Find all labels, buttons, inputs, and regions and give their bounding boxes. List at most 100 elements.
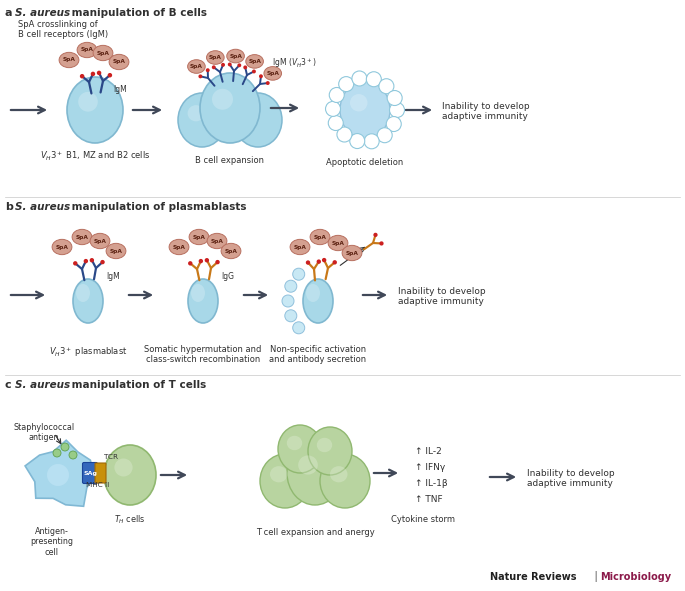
Circle shape: [90, 72, 95, 76]
Ellipse shape: [287, 441, 343, 505]
Text: SpA: SpA: [97, 50, 110, 56]
Circle shape: [292, 268, 305, 280]
Text: Non-specific activation
and antibody secretion: Non-specific activation and antibody sec…: [269, 345, 366, 365]
Ellipse shape: [104, 445, 156, 505]
Text: manipulation of T cells: manipulation of T cells: [68, 380, 206, 390]
Ellipse shape: [47, 464, 69, 486]
Circle shape: [97, 71, 101, 75]
Text: $V_H3^+$ B1, MZ and B2 cells: $V_H3^+$ B1, MZ and B2 cells: [40, 150, 150, 163]
Circle shape: [90, 258, 94, 262]
Text: S. aureus: S. aureus: [15, 380, 70, 390]
Text: SpA crosslinking of
B cell receptors (IgM): SpA crosslinking of B cell receptors (Ig…: [18, 20, 108, 40]
Circle shape: [390, 102, 405, 118]
Text: SpA: SpA: [332, 241, 345, 245]
Ellipse shape: [114, 459, 133, 476]
Text: Antigen-
presenting
cell: Antigen- presenting cell: [31, 527, 73, 557]
Circle shape: [266, 81, 270, 85]
Polygon shape: [25, 440, 94, 506]
Text: Inability to develop
adaptive immunity: Inability to develop adaptive immunity: [398, 287, 486, 306]
Text: SpA: SpA: [294, 245, 306, 249]
Ellipse shape: [200, 73, 260, 143]
Ellipse shape: [320, 454, 370, 508]
Text: B cell expansion: B cell expansion: [195, 156, 264, 165]
Ellipse shape: [278, 425, 322, 473]
Ellipse shape: [106, 243, 126, 259]
Circle shape: [292, 322, 305, 334]
Ellipse shape: [52, 239, 72, 255]
Text: IgM ($V_H3^+$): IgM ($V_H3^+$): [272, 56, 316, 70]
Ellipse shape: [350, 94, 367, 112]
Text: SpA: SpA: [314, 235, 327, 239]
Ellipse shape: [77, 43, 97, 58]
Text: ↑ IL-1β: ↑ IL-1β: [415, 479, 447, 488]
Circle shape: [243, 66, 247, 69]
Ellipse shape: [316, 438, 332, 452]
Text: Inability to develop
adaptive immunity: Inability to develop adaptive immunity: [527, 469, 614, 488]
Circle shape: [379, 241, 384, 246]
Ellipse shape: [221, 243, 241, 259]
Circle shape: [108, 73, 112, 77]
Ellipse shape: [260, 454, 310, 508]
Ellipse shape: [244, 105, 260, 121]
Text: ↑ IL-2: ↑ IL-2: [415, 447, 442, 456]
Circle shape: [285, 310, 297, 322]
Text: SpA: SpA: [112, 60, 125, 64]
Text: ↑ IFNγ: ↑ IFNγ: [415, 463, 445, 472]
Circle shape: [61, 443, 69, 451]
Circle shape: [387, 90, 402, 106]
Text: |: |: [591, 571, 601, 582]
Circle shape: [316, 259, 321, 264]
Ellipse shape: [191, 284, 205, 302]
Text: manipulation of B cells: manipulation of B cells: [68, 8, 207, 18]
Ellipse shape: [169, 239, 189, 255]
Text: Apoptotic deletion: Apoptotic deletion: [326, 158, 403, 167]
Ellipse shape: [188, 105, 204, 121]
Ellipse shape: [303, 279, 333, 323]
Circle shape: [364, 134, 379, 149]
Text: c: c: [5, 380, 12, 390]
Circle shape: [84, 259, 88, 264]
Text: IgM: IgM: [106, 272, 120, 281]
Ellipse shape: [227, 49, 245, 63]
Circle shape: [252, 70, 256, 73]
Text: SpA: SpA: [192, 235, 206, 239]
Text: SpA: SpA: [55, 245, 68, 249]
Circle shape: [73, 261, 77, 265]
Text: SpA: SpA: [173, 245, 186, 249]
Circle shape: [205, 258, 209, 262]
Text: SpA: SpA: [210, 239, 223, 243]
Circle shape: [53, 449, 61, 457]
Ellipse shape: [328, 235, 348, 251]
Ellipse shape: [298, 456, 318, 475]
Text: SpA: SpA: [209, 55, 222, 60]
Circle shape: [285, 280, 297, 292]
Circle shape: [199, 74, 202, 79]
Ellipse shape: [93, 46, 113, 61]
Circle shape: [322, 258, 326, 262]
Ellipse shape: [306, 284, 320, 302]
Ellipse shape: [330, 466, 347, 482]
Ellipse shape: [264, 67, 282, 80]
Text: manipulation of plasmablasts: manipulation of plasmablasts: [68, 202, 247, 212]
Circle shape: [366, 72, 382, 87]
FancyBboxPatch shape: [82, 463, 97, 483]
Text: b: b: [5, 202, 13, 212]
Text: S. aureus: S. aureus: [15, 8, 70, 18]
Ellipse shape: [308, 427, 352, 475]
Ellipse shape: [188, 60, 206, 73]
Text: SpA: SpA: [75, 235, 88, 239]
Circle shape: [259, 74, 263, 78]
Circle shape: [337, 127, 352, 142]
Text: SpA: SpA: [229, 54, 242, 59]
Text: Microbiology: Microbiology: [600, 572, 671, 582]
Text: IgG: IgG: [221, 272, 234, 281]
Circle shape: [221, 63, 225, 67]
Circle shape: [199, 259, 203, 264]
Circle shape: [69, 451, 77, 459]
Circle shape: [386, 116, 401, 132]
Text: ↑ TNF: ↑ TNF: [415, 495, 443, 504]
Ellipse shape: [290, 239, 310, 255]
Text: SpA: SpA: [190, 64, 203, 69]
Ellipse shape: [310, 229, 330, 245]
Circle shape: [338, 77, 353, 92]
